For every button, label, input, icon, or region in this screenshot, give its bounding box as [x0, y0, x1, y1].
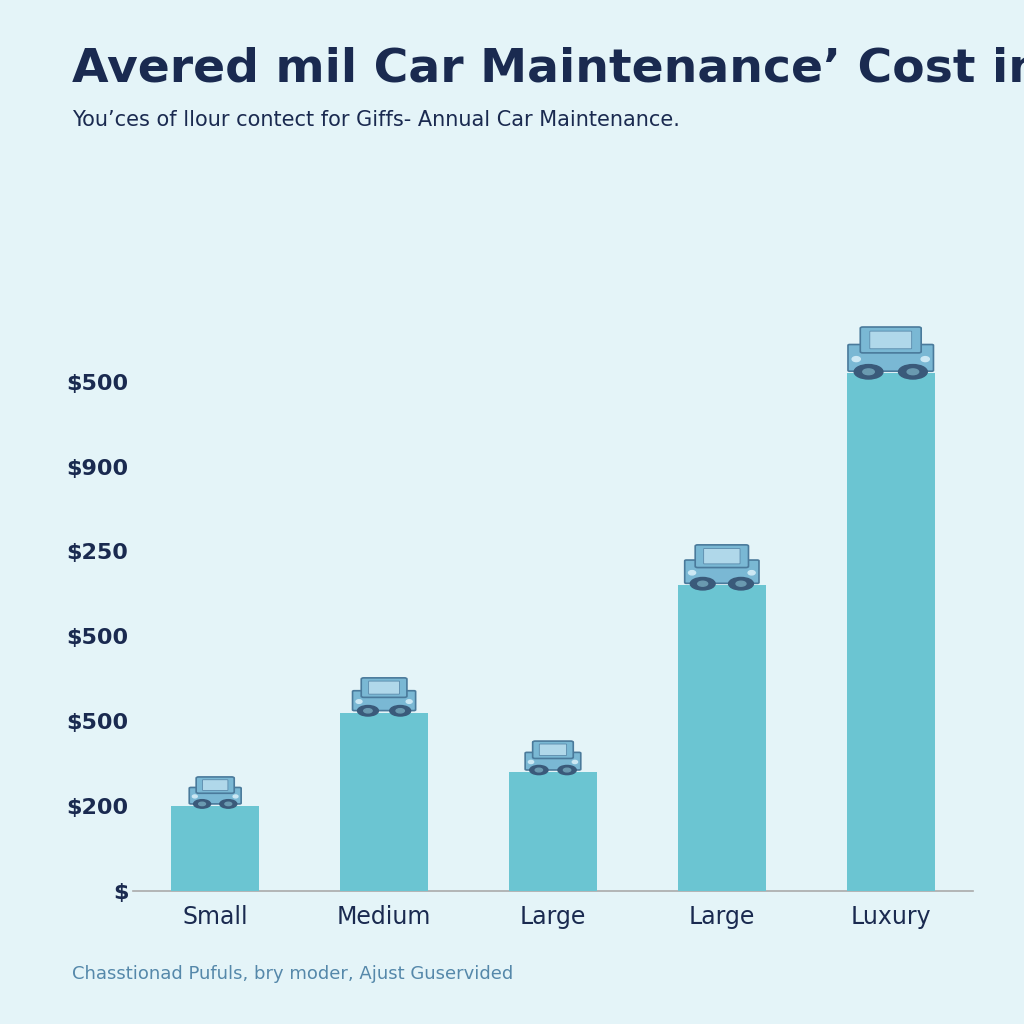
FancyBboxPatch shape [685, 560, 759, 584]
FancyBboxPatch shape [869, 331, 911, 349]
Bar [509, 772, 597, 891]
Ellipse shape [233, 795, 238, 798]
Circle shape [225, 802, 231, 806]
FancyBboxPatch shape [369, 681, 399, 694]
FancyBboxPatch shape [197, 777, 234, 794]
Circle shape [697, 582, 708, 586]
FancyBboxPatch shape [352, 691, 416, 711]
Ellipse shape [528, 761, 534, 764]
FancyBboxPatch shape [540, 744, 566, 756]
FancyBboxPatch shape [848, 344, 934, 372]
Text: You’ces of llour contect for Giffs- Annual Car Maintenance.: You’ces of llour contect for Giffs- Annu… [72, 110, 680, 130]
Circle shape [390, 706, 411, 716]
Ellipse shape [572, 761, 578, 764]
Bar [340, 713, 428, 891]
Ellipse shape [852, 356, 860, 361]
FancyBboxPatch shape [703, 549, 740, 564]
Ellipse shape [356, 699, 361, 703]
Circle shape [907, 369, 919, 375]
Bar [678, 586, 766, 891]
Circle shape [563, 768, 570, 772]
Ellipse shape [407, 699, 412, 703]
Circle shape [690, 578, 715, 590]
Circle shape [199, 802, 206, 806]
Ellipse shape [749, 570, 755, 574]
Circle shape [357, 706, 379, 716]
Ellipse shape [688, 570, 695, 574]
Circle shape [194, 800, 211, 808]
FancyBboxPatch shape [860, 327, 922, 353]
Bar [847, 374, 935, 891]
Circle shape [536, 768, 543, 772]
FancyBboxPatch shape [361, 678, 407, 697]
Circle shape [729, 578, 754, 590]
Circle shape [558, 766, 577, 774]
Ellipse shape [193, 795, 198, 798]
Circle shape [863, 369, 874, 375]
Circle shape [898, 365, 928, 379]
FancyBboxPatch shape [203, 779, 228, 791]
Circle shape [854, 365, 883, 379]
Circle shape [529, 766, 548, 774]
FancyBboxPatch shape [525, 753, 581, 770]
Circle shape [220, 800, 237, 808]
FancyBboxPatch shape [189, 787, 241, 804]
Bar [171, 806, 259, 891]
Text: Avered mil Car Maintenance’ Cost in UK: Avered mil Car Maintenance’ Cost in UK [72, 46, 1024, 91]
Circle shape [364, 709, 372, 713]
Ellipse shape [922, 356, 930, 361]
Circle shape [736, 582, 745, 586]
FancyBboxPatch shape [532, 741, 573, 759]
FancyBboxPatch shape [695, 545, 749, 567]
Text: Chasstionad Pufuls, bry moder, Ajust Guservided: Chasstionad Pufuls, bry moder, Ajust Gus… [72, 965, 513, 983]
Circle shape [396, 709, 404, 713]
